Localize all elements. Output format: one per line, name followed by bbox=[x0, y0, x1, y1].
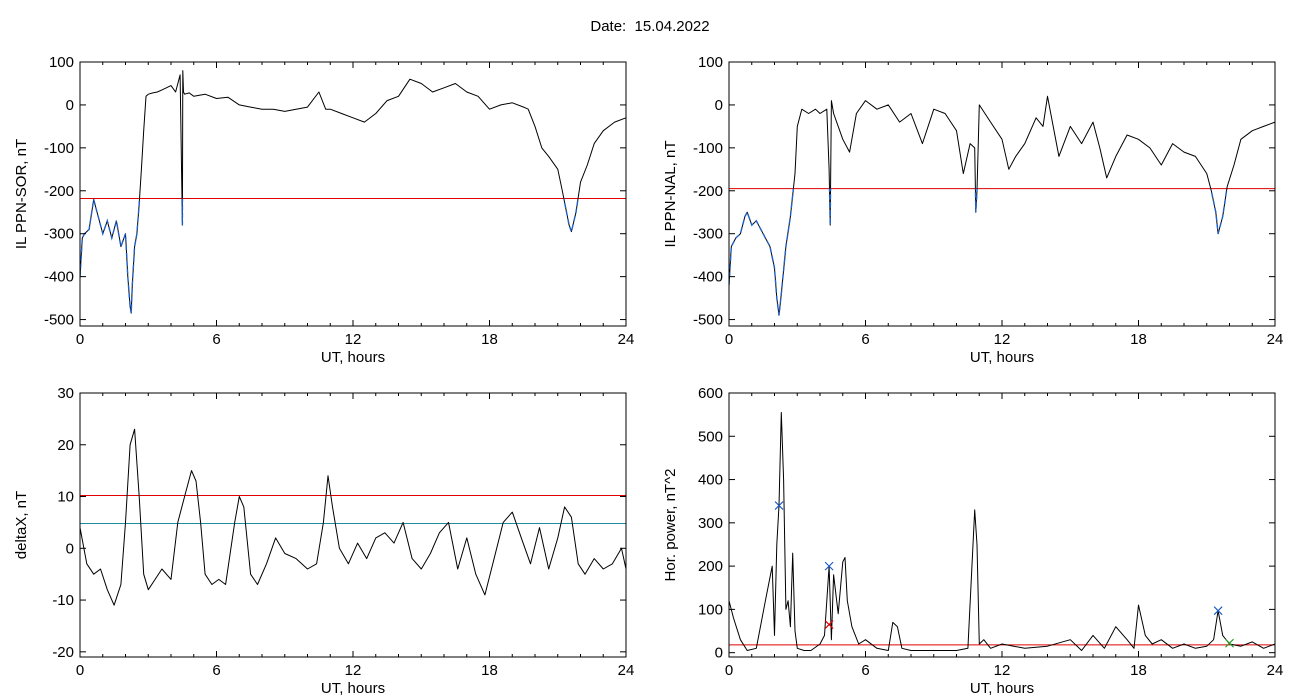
y-tick-label: 300 bbox=[698, 515, 723, 532]
x-axis-label: UT, hours bbox=[970, 349, 1034, 366]
series-line-1 bbox=[79, 428, 627, 606]
y-tick-label: 100 bbox=[49, 54, 74, 71]
y-tick-label: 0 bbox=[715, 97, 723, 114]
x-tick-label: 0 bbox=[725, 662, 733, 679]
y-tick-label: 400 bbox=[698, 472, 723, 489]
data-marker-stroke bbox=[824, 620, 834, 629]
y-tick-label: 100 bbox=[698, 54, 723, 71]
y-tick-label: -10 bbox=[52, 592, 74, 609]
x-tick-label: 0 bbox=[76, 662, 84, 679]
y-axis-label: IL PPN-NAL, nT bbox=[662, 141, 679, 248]
series-line-1 bbox=[728, 95, 1276, 316]
y-tick-label: -400 bbox=[44, 269, 74, 286]
chart-panel-2: 0 6 12 18 24 100 0 -100 -200 -300 -400 -500 UT, hour… bbox=[662, 54, 1283, 366]
plot-frame bbox=[728, 392, 1276, 658]
x-tick-label: 18 bbox=[481, 662, 498, 679]
y-tick-label: -300 bbox=[44, 226, 74, 243]
x-tick-label: 24 bbox=[618, 331, 635, 348]
series-line-1 bbox=[79, 70, 627, 314]
x-tick-label: 0 bbox=[76, 331, 84, 348]
y-axis-label: Hor. power, nT^2 bbox=[662, 469, 679, 582]
y-tick-label: -200 bbox=[44, 183, 74, 200]
y-tick-label: 0 bbox=[66, 97, 74, 114]
x-tick-label: 18 bbox=[1130, 331, 1147, 348]
plot-frame bbox=[79, 392, 627, 658]
y-tick-label: -400 bbox=[693, 269, 723, 286]
x-tick-label: 6 bbox=[861, 331, 869, 348]
x-tick-label: 6 bbox=[212, 662, 220, 679]
data-marker-stroke bbox=[774, 501, 784, 510]
y-tick-label: 100 bbox=[698, 601, 723, 618]
y-tick-label: -100 bbox=[44, 140, 74, 157]
x-tick-label: 24 bbox=[1267, 662, 1284, 679]
x-axis-label: UT, hours bbox=[321, 680, 385, 697]
x-tick-label: 24 bbox=[618, 662, 635, 679]
y-tick-label: 600 bbox=[698, 385, 723, 402]
data-marker-3 bbox=[824, 620, 834, 629]
x-axis-label: UT, hours bbox=[321, 349, 385, 366]
y-axis-label: IL PPN-SOR, nT bbox=[13, 139, 30, 249]
data-marker-stroke bbox=[1225, 638, 1234, 648]
series-highlight-1 bbox=[80, 198, 579, 314]
x-tick-label: 12 bbox=[345, 662, 362, 679]
y-tick-label: -100 bbox=[693, 140, 723, 157]
y-tick-label: -500 bbox=[693, 312, 723, 329]
y-tick-label: 0 bbox=[66, 540, 74, 557]
data-marker-4 bbox=[1213, 606, 1223, 616]
y-tick-label: -500 bbox=[44, 312, 74, 329]
y-tick-label: 200 bbox=[698, 558, 723, 575]
data-marker-stroke bbox=[824, 561, 834, 571]
x-tick-label: 12 bbox=[994, 331, 1011, 348]
x-tick-label: 6 bbox=[212, 331, 220, 348]
page-title: Date: 15.04.2022 bbox=[590, 18, 710, 35]
plot-frame bbox=[728, 61, 1276, 327]
x-tick-label: 12 bbox=[345, 331, 362, 348]
y-tick-label: 0 bbox=[715, 645, 723, 662]
data-marker-5 bbox=[1225, 638, 1234, 648]
data-marker-stroke bbox=[1213, 606, 1223, 616]
y-tick-label: -300 bbox=[693, 226, 723, 243]
y-tick-label: 10 bbox=[57, 489, 74, 506]
chart-panel-1: 0 6 12 18 24 100 0 -100 -200 -300 -400 -500 UT, hour… bbox=[13, 54, 634, 366]
y-tick-label: -200 bbox=[693, 183, 723, 200]
x-tick-label: 18 bbox=[481, 331, 498, 348]
x-tick-label: 0 bbox=[725, 331, 733, 348]
chart-panel-4: 0 6 12 18 24 600 500 400 300 200 100 0 UT, hours Hor.… bbox=[662, 385, 1283, 697]
x-tick-label: 6 bbox=[861, 662, 869, 679]
data-marker-2 bbox=[824, 561, 834, 571]
plot-frame bbox=[79, 61, 627, 327]
y-axis-label: deltaX, nT bbox=[13, 491, 30, 559]
y-tick-label: -20 bbox=[52, 644, 74, 661]
x-axis-label: UT, hours bbox=[970, 680, 1034, 697]
y-tick-label: 30 bbox=[57, 385, 74, 402]
data-marker-1 bbox=[774, 501, 784, 510]
x-tick-label: 18 bbox=[1130, 662, 1147, 679]
x-tick-label: 24 bbox=[1267, 331, 1284, 348]
series-highlight-1 bbox=[729, 188, 1228, 316]
chart-panel-3: 0 6 12 18 24 30 20 10 0 -10 -20 UT, hours deltaX, nT bbox=[13, 385, 634, 697]
series-line-1 bbox=[728, 412, 1276, 651]
y-tick-label: 500 bbox=[698, 428, 723, 445]
x-tick-label: 12 bbox=[994, 662, 1011, 679]
y-tick-label: 20 bbox=[57, 437, 74, 454]
